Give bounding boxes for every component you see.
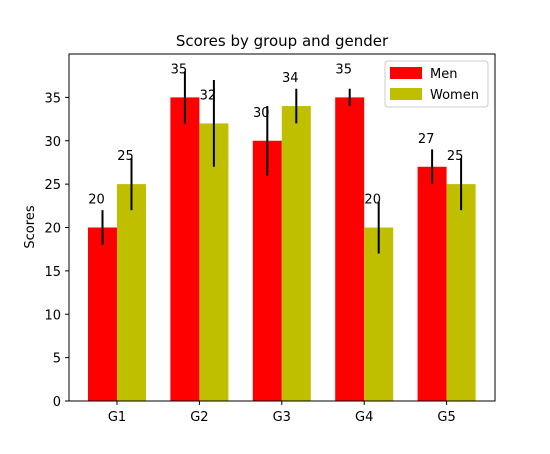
bar-label-men-g3: 30: [253, 106, 270, 121]
bar-label-men-g4: 35: [335, 62, 352, 77]
y-tick-label-10: 10: [44, 308, 61, 323]
bar-label-women-g5: 25: [447, 149, 464, 164]
x-axis: G1 G2 G3 G4 G5: [108, 401, 456, 425]
y-tick-label-0: 0: [53, 395, 61, 410]
y-axis: 0 5 10 15 20 25 30 35: [44, 91, 69, 410]
bar-women-g5: [446, 184, 476, 401]
bar-label-women-g1: 25: [117, 149, 134, 164]
y-tick-label-15: 15: [44, 265, 61, 280]
legend-swatch-women: [390, 88, 422, 100]
errorbars-layer: [101, 71, 463, 254]
legend-swatch-men: [390, 67, 422, 79]
bar-label-men-g1: 20: [88, 193, 105, 208]
y-tick-label-5: 5: [53, 352, 61, 367]
bar-men-g1: [88, 227, 117, 401]
bar-label-women-g2: 32: [200, 88, 217, 103]
bar-labels-layer: 20 35 30 35 27 25 32 34 20 25: [88, 62, 463, 207]
y-tick-label-20: 20: [44, 222, 61, 237]
bar-label-women-g3: 34: [282, 71, 299, 86]
bar-women-g3: [281, 106, 311, 402]
bar-women-g4: [364, 227, 394, 401]
bars-layer: [88, 97, 476, 402]
x-tick-label-g5: G5: [437, 410, 455, 425]
y-axis-label: Scores: [23, 205, 38, 248]
bar-label-men-g5: 27: [418, 132, 435, 147]
bar-women-g2: [199, 123, 229, 402]
x-tick-label-g2: G2: [190, 410, 208, 425]
bar-men-g3: [252, 140, 282, 401]
y-tick-label-25: 25: [44, 178, 61, 193]
legend: Men Women: [384, 60, 489, 108]
x-tick-label-g4: G4: [355, 410, 373, 425]
bar-men-g5: [417, 166, 447, 401]
legend-label-women: Women: [430, 88, 479, 103]
bar-women-g1: [117, 184, 146, 401]
bar-men-g2: [170, 97, 200, 401]
chart-title: Scores by group and gender: [176, 32, 389, 50]
x-tick-label-g3: G3: [273, 410, 291, 425]
y-tick-label-30: 30: [44, 135, 61, 150]
bar-label-women-g4: 20: [364, 193, 381, 208]
legend-label-men: Men: [430, 67, 457, 82]
x-tick-label-g1: G1: [108, 410, 126, 425]
bar-men-g4: [335, 97, 365, 401]
bar-label-men-g2: 35: [171, 62, 188, 77]
y-tick-label-35: 35: [44, 91, 61, 106]
